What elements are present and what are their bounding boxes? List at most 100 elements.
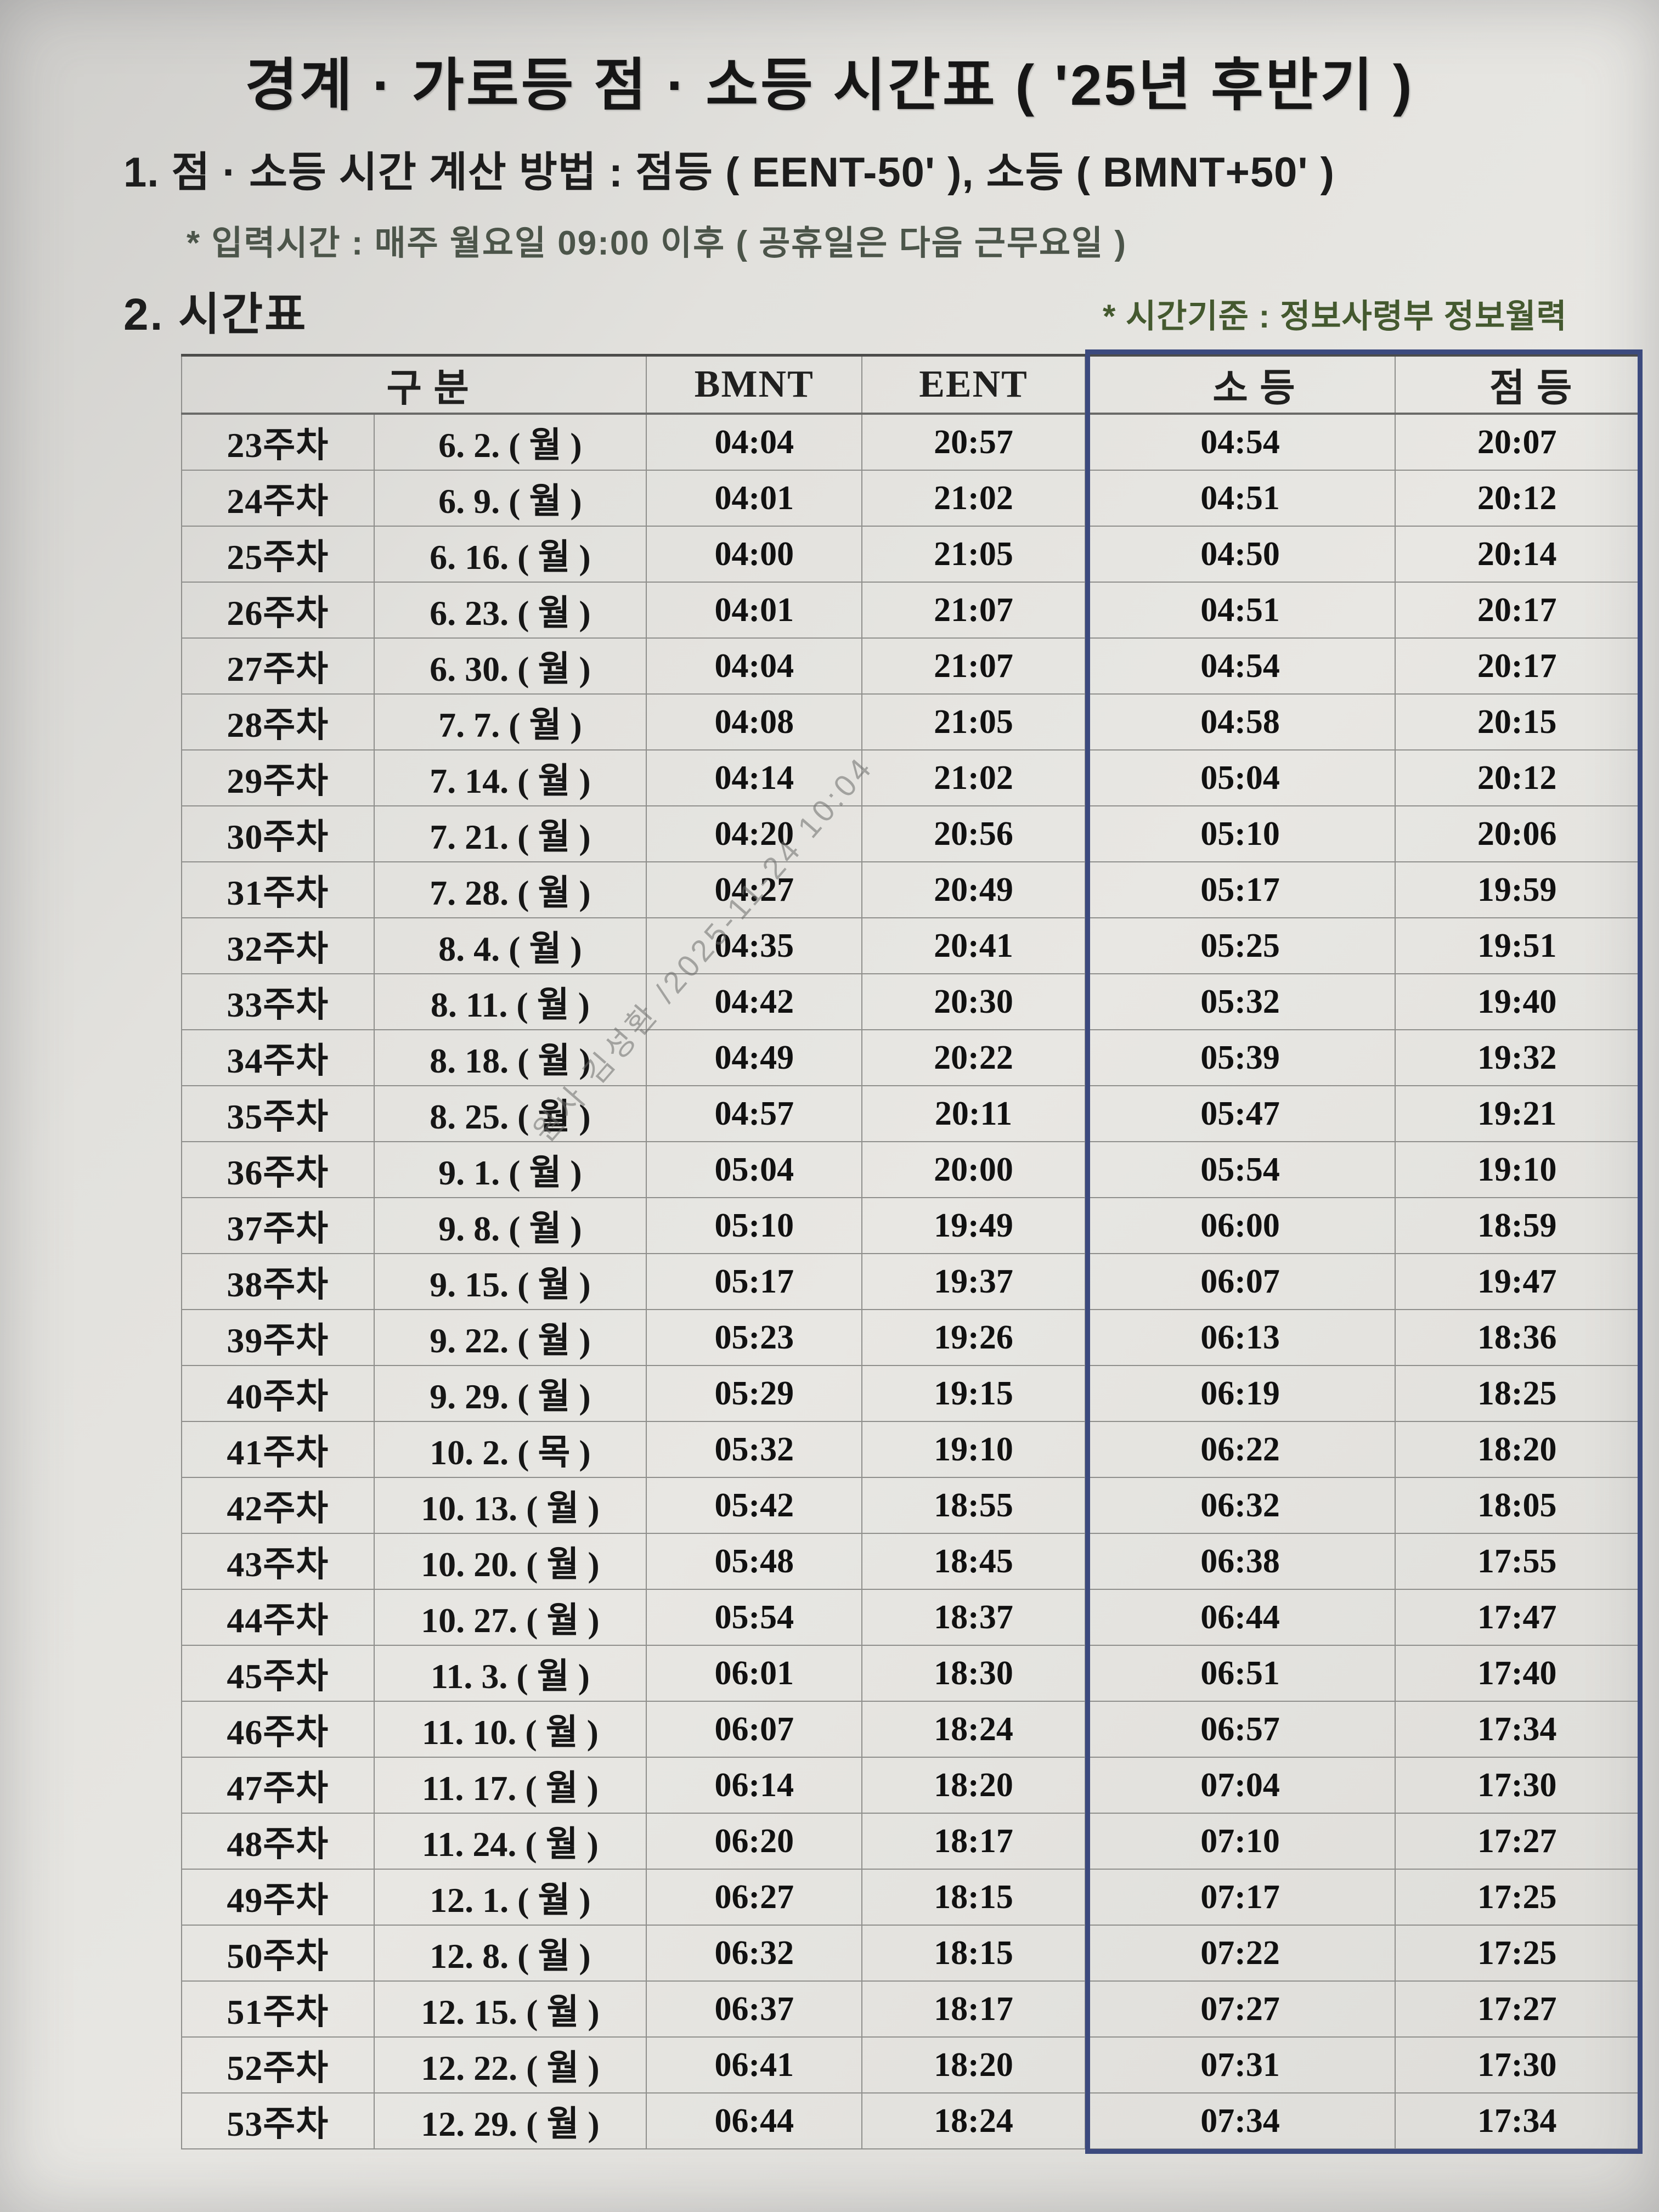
lights-off-cell: 06:19 xyxy=(1084,1365,1396,1422)
bmnt-cell: 05:48 xyxy=(646,1533,863,1590)
lights-off-cell: 05:25 xyxy=(1084,917,1396,974)
table-row: 46주차 11. 10. ( 월 ) 06:07 18:24 06:57 17:… xyxy=(181,1701,1639,1758)
bmnt-cell: 04:04 xyxy=(646,413,863,471)
week-cell: 25주차 xyxy=(181,526,375,583)
week-cell: 46주차 xyxy=(181,1701,375,1758)
lights-off-cell: 04:54 xyxy=(1084,413,1396,471)
eent-cell: 18:20 xyxy=(861,2036,1086,2094)
header-group: 구 분 xyxy=(180,354,647,415)
week-cell: 52주차 xyxy=(181,2036,375,2094)
lights-on-cell: 17:25 xyxy=(1395,1925,1639,1982)
lights-on-cell: 20:17 xyxy=(1395,637,1639,695)
week-cell: 41주차 xyxy=(181,1421,375,1478)
lights-on-cell: 17:47 xyxy=(1395,1589,1639,1646)
lights-off-cell: 07:04 xyxy=(1084,1757,1396,1814)
bmnt-cell: 06:14 xyxy=(646,1757,863,1814)
lights-off-cell: 06:44 xyxy=(1084,1589,1396,1646)
date-cell: 9. 22. ( 월 ) xyxy=(373,1309,647,1366)
lights-off-cell: 04:51 xyxy=(1084,470,1396,527)
bmnt-cell: 04:01 xyxy=(646,470,863,527)
date-cell: 8. 4. ( 월 ) xyxy=(373,917,647,974)
week-cell: 39주차 xyxy=(181,1309,375,1366)
date-cell: 8. 11. ( 월 ) xyxy=(373,973,647,1030)
lights-off-cell: 06:51 xyxy=(1084,1645,1396,1702)
week-cell: 30주차 xyxy=(181,805,375,862)
week-cell: 35주차 xyxy=(181,1085,375,1142)
lights-on-cell: 17:55 xyxy=(1395,1533,1639,1590)
date-cell: 12. 15. ( 월 ) xyxy=(373,1980,647,2038)
lights-on-cell: 19:40 xyxy=(1395,973,1639,1030)
lights-on-cell: 18:05 xyxy=(1395,1477,1639,1534)
date-cell: 10. 27. ( 월 ) xyxy=(373,1589,647,1646)
eent-cell: 18:37 xyxy=(861,1589,1086,1646)
week-cell: 38주차 xyxy=(181,1253,375,1310)
bmnt-cell: 06:44 xyxy=(646,2092,863,2149)
table-row: 48주차 11. 24. ( 월 ) 06:20 18:17 07:10 17:… xyxy=(181,1813,1639,1870)
eent-cell: 21:05 xyxy=(861,693,1086,751)
week-cell: 36주차 xyxy=(181,1141,375,1198)
week-cell: 24주차 xyxy=(181,470,375,527)
table-row: 38주차 9. 15. ( 월 ) 05:17 19:37 06:07 19:4… xyxy=(181,1253,1639,1310)
lights-off-cell: 07:34 xyxy=(1084,2092,1396,2149)
lights-off-cell: 05:39 xyxy=(1084,1029,1396,1086)
lights-off-cell: 07:31 xyxy=(1084,2036,1396,2094)
bmnt-cell: 04:01 xyxy=(646,582,863,639)
table-row: 50주차 12. 8. ( 월 ) 06:32 18:15 07:22 17:2… xyxy=(181,1925,1639,1982)
week-cell: 28주차 xyxy=(181,693,375,751)
table-row: 34주차 8. 18. ( 월 ) 04:49 20:22 05:39 19:3… xyxy=(181,1029,1639,1086)
table-row: 35주차 8. 25. ( 월 ) 04:57 20:11 05:47 19:2… xyxy=(181,1085,1639,1142)
bmnt-cell: 06:07 xyxy=(646,1701,863,1758)
bmnt-cell: 05:29 xyxy=(646,1365,863,1422)
table-row: 28주차 7. 7. ( 월 ) 04:08 21:05 04:58 20:15 xyxy=(181,693,1639,751)
lights-off-cell: 06:13 xyxy=(1084,1309,1396,1366)
week-cell: 29주차 xyxy=(181,749,375,806)
week-cell: 27주차 xyxy=(181,637,375,695)
input-time-note: * 입력시간 : 매주 월요일 09:00 이후 ( 공휴일은 다음 근무요일 … xyxy=(187,224,1127,262)
eent-cell: 19:37 xyxy=(861,1253,1086,1310)
eent-cell: 18:55 xyxy=(861,1477,1086,1534)
eent-cell: 21:02 xyxy=(861,470,1086,527)
eent-cell: 18:24 xyxy=(861,2092,1086,2149)
header-lights-off: 소 등 xyxy=(1084,354,1396,415)
date-cell: 9. 15. ( 월 ) xyxy=(373,1253,647,1310)
lights-on-cell: 20:14 xyxy=(1395,526,1639,583)
date-cell: 6. 30. ( 월 ) xyxy=(373,637,647,695)
lights-on-cell: 17:40 xyxy=(1395,1645,1639,1702)
lights-off-cell: 04:58 xyxy=(1084,693,1396,751)
date-cell: 6. 23. ( 월 ) xyxy=(373,582,647,639)
table-row: 26주차 6. 23. ( 월 ) 04:01 21:07 04:51 20:1… xyxy=(181,582,1639,639)
eent-cell: 21:07 xyxy=(861,582,1086,639)
week-cell: 32주차 xyxy=(181,917,375,974)
week-cell: 44주차 xyxy=(181,1589,375,1646)
eent-cell: 20:49 xyxy=(861,861,1086,918)
lights-on-cell: 18:20 xyxy=(1395,1421,1639,1478)
eent-cell: 19:10 xyxy=(861,1421,1086,1478)
bmnt-cell: 05:32 xyxy=(646,1421,863,1478)
lights-on-cell: 20:12 xyxy=(1395,470,1639,527)
eent-cell: 19:49 xyxy=(861,1197,1086,1254)
date-cell: 7. 21. ( 월 ) xyxy=(373,805,647,862)
timetable-body: 23주차 6. 2. ( 월 ) 04:04 20:57 04:54 20:07… xyxy=(181,413,1639,2149)
bmnt-cell: 04:35 xyxy=(646,917,863,974)
bmnt-cell: 06:01 xyxy=(646,1645,863,1702)
table-row: 52주차 12. 22. ( 월 ) 06:41 18:20 07:31 17:… xyxy=(181,2036,1639,2094)
table-row: 49주차 12. 1. ( 월 ) 06:27 18:15 07:17 17:2… xyxy=(181,1869,1639,1926)
time-basis-note: * 시간기준 : 정보사령부 정보월력 xyxy=(1103,298,1567,335)
bmnt-cell: 06:41 xyxy=(646,2036,863,2094)
table-row: 23주차 6. 2. ( 월 ) 04:04 20:57 04:54 20:07 xyxy=(181,413,1639,471)
lights-off-cell: 07:10 xyxy=(1084,1813,1396,1870)
eent-cell: 18:45 xyxy=(861,1533,1086,1590)
timetable-container: 구 분 BMNT EENT 소 등 점 등 23주차 6. 2. ( 월 ) 0… xyxy=(180,349,1643,2154)
week-cell: 34주차 xyxy=(181,1029,375,1086)
lights-off-cell: 06:00 xyxy=(1084,1197,1396,1254)
lights-on-cell: 20:17 xyxy=(1395,582,1639,639)
table-row: 53주차 12. 29. ( 월 ) 06:44 18:24 07:34 17:… xyxy=(181,2092,1639,2149)
table-row: 44주차 10. 27. ( 월 ) 05:54 18:37 06:44 17:… xyxy=(181,1589,1639,1646)
date-cell: 6. 2. ( 월 ) xyxy=(373,413,647,471)
week-cell: 50주차 xyxy=(181,1925,375,1982)
table-row: 41주차 10. 2. ( 목 ) 05:32 19:10 06:22 18:2… xyxy=(181,1421,1639,1478)
lights-on-cell: 17:30 xyxy=(1395,1757,1639,1814)
lights-off-cell: 04:54 xyxy=(1084,637,1396,695)
eent-cell: 19:15 xyxy=(861,1365,1086,1422)
